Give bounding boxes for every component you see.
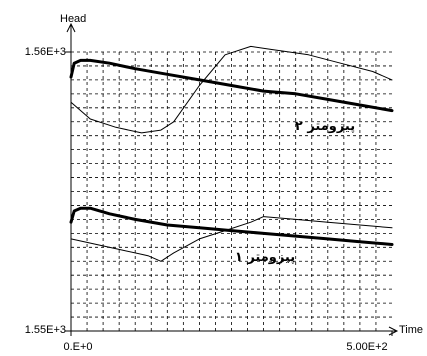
x-tick-label-start: 0.E+0 [63, 341, 92, 353]
x-tick-label-end: 5.00E+2 [346, 341, 387, 353]
series-line-3 [69, 206, 394, 246]
series-label-piezometer-1: پیزومتر ۱ [235, 250, 295, 265]
axes [65, 22, 399, 336]
series-line-4 [70, 216, 393, 262]
grid [71, 51, 392, 331]
y-tick-label-top: 1.56E+3 [25, 46, 66, 58]
x-axis-title: Time [399, 324, 423, 336]
y-axis-arrow [66, 22, 76, 33]
series-line-1 [69, 58, 394, 113]
y-tick-label-bottom: 1.55E+3 [25, 324, 66, 336]
series-line-2 [70, 45, 393, 134]
series-layer [69, 45, 394, 262]
y-axis-title: Head [60, 13, 86, 25]
series-label-piezometer-2: پیزومتر ۲ [295, 119, 355, 134]
